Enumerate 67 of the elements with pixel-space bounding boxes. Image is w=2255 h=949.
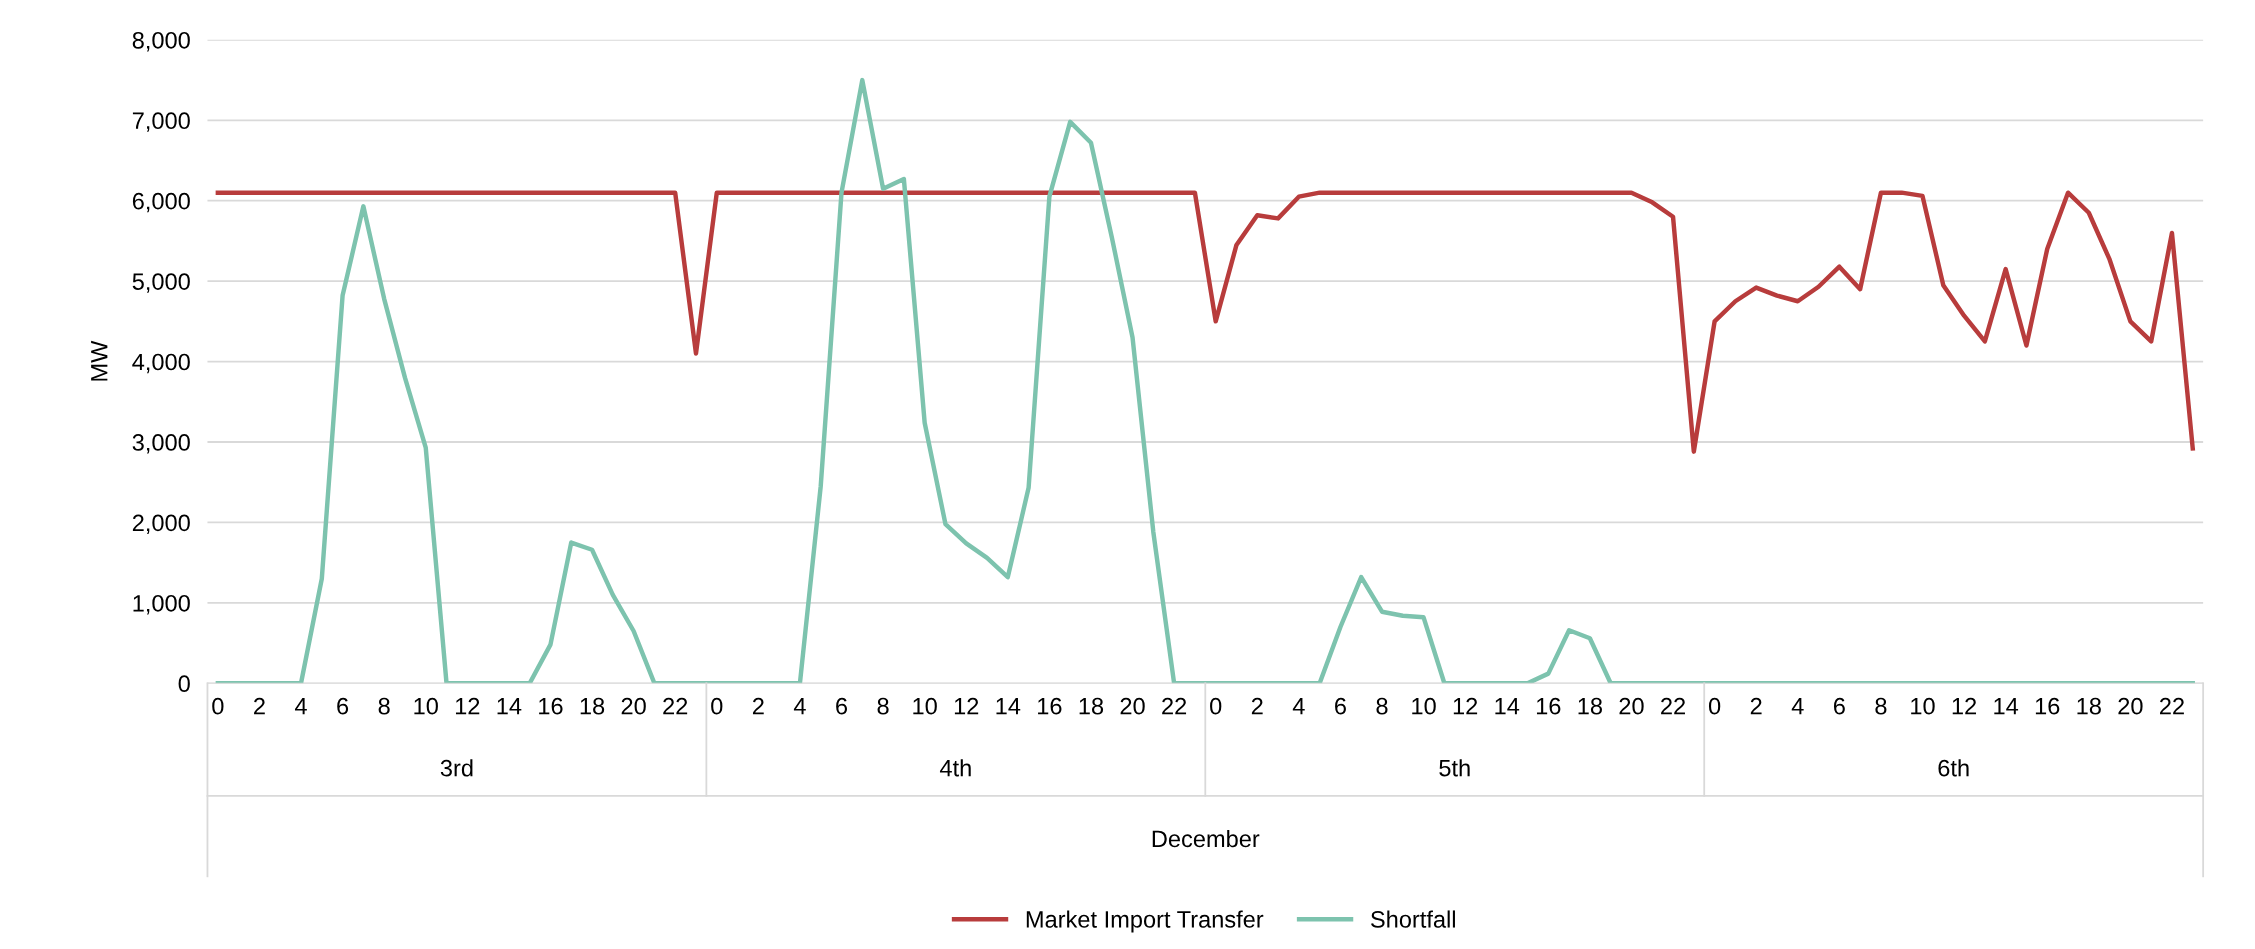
x-tick-label: 12 bbox=[954, 697, 979, 715]
text: 3rd bbox=[440, 759, 473, 777]
x-tick-label: 10 bbox=[913, 697, 937, 715]
x-tick-label: 8 bbox=[378, 697, 390, 715]
x-tick-label: 18 bbox=[2077, 697, 2101, 715]
x-tick-label: 16 bbox=[539, 697, 563, 715]
text: 5th bbox=[1439, 759, 1470, 777]
x-tick-label: 12 bbox=[1952, 697, 1977, 715]
x-tick-label: 6 bbox=[1335, 697, 1346, 715]
x-tick-label: 0 bbox=[212, 697, 224, 715]
x-tick-label: 0 bbox=[1708, 697, 1721, 715]
x-tick-label: 12 bbox=[1453, 697, 1478, 715]
x-tick-label: 22 bbox=[663, 697, 688, 715]
y-tick-label: 0 bbox=[178, 675, 190, 693]
x-tick-label: 20 bbox=[621, 697, 646, 715]
x-tick-label: 16 bbox=[1536, 697, 1561, 715]
y-tick-label: 8,000 bbox=[132, 31, 190, 52]
x-tick-label: 20 bbox=[1120, 697, 1145, 715]
x-tick-label: 6 bbox=[836, 697, 848, 715]
x-tick-label: 16 bbox=[2035, 697, 2060, 715]
y-tick-label: 4,000 bbox=[132, 353, 190, 374]
x-tick-label: 22 bbox=[1661, 697, 1685, 715]
x-tick-label: 22 bbox=[1162, 697, 1187, 715]
x-tick-label: 2 bbox=[752, 697, 764, 715]
x-tick-label: 2 bbox=[254, 697, 265, 715]
x-tick-label: 6 bbox=[1833, 697, 1845, 715]
x-tick-label: 20 bbox=[2118, 697, 2143, 715]
x-tick-label: 18 bbox=[580, 697, 605, 715]
x-tick-label: 18 bbox=[1578, 697, 1602, 715]
x-tick-label: 12 bbox=[455, 697, 480, 715]
x-tick-label: 10 bbox=[1911, 697, 1935, 715]
y-tick-label: 5,000 bbox=[132, 273, 190, 293]
x-tick-label: 14 bbox=[1495, 698, 1520, 715]
x-tick-label: 4 bbox=[1292, 698, 1305, 715]
x-tick-label: 16 bbox=[1038, 697, 1062, 715]
x-tick-label: 18 bbox=[1079, 697, 1104, 715]
x-tick-label: 8 bbox=[1875, 697, 1887, 715]
legend-label: Shortfall bbox=[1371, 910, 1455, 928]
x-tick-label: 0 bbox=[711, 697, 723, 715]
y-axis-title: MW bbox=[91, 340, 108, 381]
y-tick-label: 7,000 bbox=[132, 112, 190, 132]
y-tick-label: 2,000 bbox=[132, 514, 190, 534]
x-tick-label: 2 bbox=[1251, 697, 1263, 715]
x-tick-label: 22 bbox=[2160, 697, 2184, 715]
x-tick-label: 6 bbox=[337, 697, 349, 715]
x-tick-label: 8 bbox=[1376, 697, 1388, 715]
line-series bbox=[215, 190, 2195, 454]
y-tick-label: 6,000 bbox=[132, 192, 190, 213]
text: December bbox=[1152, 829, 1260, 848]
y-tick-label: 3,000 bbox=[132, 434, 190, 454]
legend-label: Market Import Transfer bbox=[1026, 910, 1264, 933]
text: 4th bbox=[939, 759, 971, 777]
y-tick-label: 1,000 bbox=[133, 594, 190, 615]
x-tick-label: 20 bbox=[1619, 697, 1644, 715]
x-tick-label: 10 bbox=[414, 697, 438, 715]
x-tick-label: 8 bbox=[877, 697, 889, 715]
x-tick-label: 14 bbox=[497, 698, 522, 715]
line-series bbox=[215, 77, 2195, 684]
x-tick-label: 4 bbox=[793, 698, 806, 715]
text: 6th bbox=[1938, 759, 1969, 777]
x-tick-label: 4 bbox=[294, 698, 307, 715]
x-tick-label: 0 bbox=[1210, 697, 1222, 715]
x-tick-label: 10 bbox=[1412, 697, 1436, 715]
x-tick-label: 2 bbox=[1750, 697, 1762, 715]
x-tick-label: 14 bbox=[996, 698, 1021, 715]
x-tick-label: 4 bbox=[1791, 698, 1804, 715]
x-tick-label: 14 bbox=[1994, 698, 2019, 715]
